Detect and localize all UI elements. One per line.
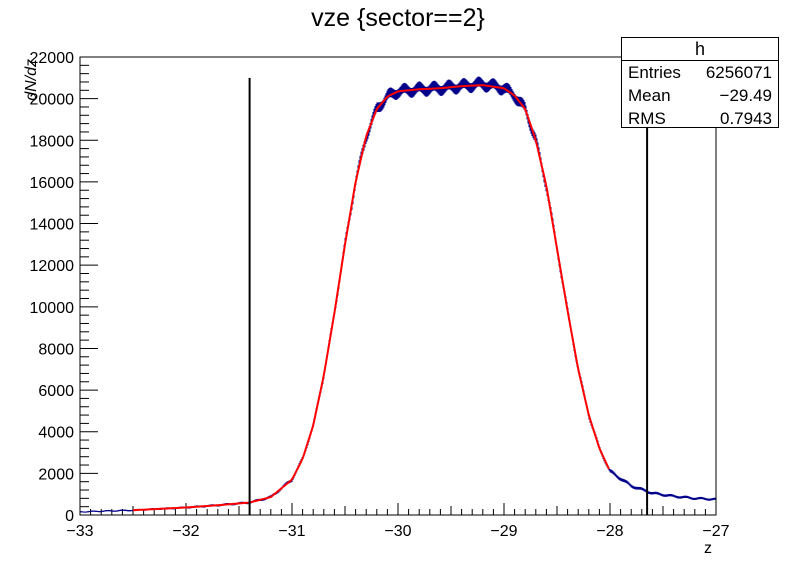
stats-row-rms: RMS 0.7943 [622,107,778,130]
y-tick-label: 10000 [30,300,75,317]
x-tick-label: −32 [172,523,199,540]
y-tick-label: 4000 [38,425,74,442]
y-axis-label: dN/dz [23,59,40,101]
stats-label: Mean [628,86,671,105]
stats-row-entries: Entries 6256071 [622,61,778,84]
x-tick-label: −30 [384,523,411,540]
y-tick-label: 14000 [30,217,75,234]
y-tick-label: 8000 [38,341,74,358]
stats-box-name: h [622,38,778,61]
x-axis-label: z [704,540,712,557]
x-tick-label: −33 [66,523,93,540]
x-tick-label: −31 [278,523,305,540]
y-tick-label: 2000 [38,466,74,483]
x-tick-label: −28 [596,523,623,540]
chart-title: vze {sector==2} [311,4,485,32]
stats-value: 6256071 [705,63,772,82]
stats-value: −29.49 [719,86,772,105]
y-tick-label: 20000 [30,92,75,109]
y-tick-label: 6000 [38,383,74,400]
y-tick-label: 18000 [30,133,75,150]
x-tick-label: −27 [702,523,729,540]
y-tick-label: 16000 [30,175,75,192]
stats-box: h Entries 6256071 Mean −29.49 RMS 0.7943 [621,37,779,128]
stats-label: RMS [628,109,666,128]
stats-label: Entries [628,63,681,82]
y-tick-label: 0 [65,508,74,525]
histogram-line [80,81,716,513]
stats-row-mean: Mean −29.49 [622,84,778,107]
y-tick-label: 12000 [30,258,75,275]
y-tick-label: 22000 [30,50,75,67]
x-tick-label: −29 [490,523,517,540]
fit-curve [132,84,610,512]
stats-value: 0.7943 [720,109,772,128]
